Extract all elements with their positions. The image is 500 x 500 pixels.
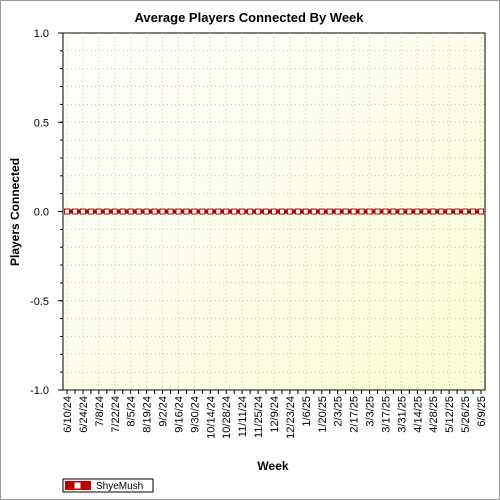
data-point: [143, 208, 150, 215]
x-tick-label: 12/9/24: [269, 396, 281, 433]
data-point: [215, 208, 222, 215]
x-tick-label: 5/26/25: [460, 396, 472, 433]
legend-marker: [73, 481, 82, 490]
data-point: [207, 208, 214, 215]
data-point: [422, 208, 429, 215]
data-point: [119, 208, 126, 215]
x-axis: 6/10/24 6/24/24 7/8/24 7/22/24 8/5/24 8/19/24…: [62, 390, 488, 439]
x-tick-label: 10/28/24: [221, 396, 233, 439]
data-point: [366, 208, 373, 215]
data-point: [247, 208, 254, 215]
x-tick-label: 3/17/25: [380, 396, 392, 433]
x-tick-label: 2/3/25: [333, 396, 345, 427]
data-point: [462, 208, 469, 215]
data-point: [390, 208, 397, 215]
data-point: [478, 208, 484, 215]
data-point: [286, 208, 293, 215]
data-point: [310, 208, 317, 215]
data-point: [430, 208, 437, 215]
y-tick-label: -1.0: [30, 385, 49, 397]
data-point: [406, 208, 413, 215]
data-point: [183, 208, 190, 215]
x-tick-label: 1/20/25: [317, 396, 329, 433]
data-point: [454, 208, 461, 215]
data-point: [350, 208, 357, 215]
x-tick-label: 9/30/24: [189, 396, 201, 433]
data-point: [438, 208, 445, 215]
data-point: [135, 208, 142, 215]
data-point: [64, 208, 70, 215]
data-point: [326, 208, 333, 215]
data-point: [175, 208, 182, 215]
x-tick-label: 9/2/24: [158, 396, 170, 427]
data-point: [334, 208, 341, 215]
data-point: [398, 208, 405, 215]
x-tick-label: 11/25/24: [253, 396, 265, 438]
chart-title: Average Players Connected By Week: [134, 10, 364, 25]
data-point: [374, 208, 381, 215]
x-tick-label: 3/3/25: [365, 396, 377, 427]
series-shyemush: [64, 208, 484, 215]
x-tick-label: 3/31/25: [396, 396, 408, 433]
x-axis-label: Week: [257, 459, 288, 473]
data-point: [318, 208, 325, 215]
data-point: [191, 208, 198, 215]
y-tick-label: 0.5: [34, 117, 49, 129]
x-tick-label: 7/22/24: [110, 396, 122, 433]
x-tick-label: 8/5/24: [126, 396, 138, 427]
data-point: [127, 208, 134, 215]
x-tick-label: 4/28/25: [428, 396, 440, 433]
x-tick-label: 9/16/24: [173, 396, 185, 433]
x-tick-label: 6/10/24: [62, 396, 74, 433]
data-point: [446, 208, 453, 215]
legend-series-name: ShyeMush: [96, 481, 143, 492]
legend: ShyeMush: [62, 478, 154, 493]
data-point: [199, 208, 206, 215]
x-tick-label: 1/6/25: [301, 396, 313, 427]
data-point: [79, 208, 86, 215]
data-point: [294, 208, 301, 215]
x-tick-label: 4/14/25: [412, 396, 424, 433]
data-point: [231, 208, 238, 215]
data-point: [95, 208, 102, 215]
data-point: [111, 208, 118, 215]
y-tick-label: 0.0: [34, 207, 49, 219]
x-tick-label: 8/19/24: [142, 396, 154, 433]
data-point: [263, 208, 269, 215]
data-point: [279, 208, 285, 215]
y-axis-label: Players Connected: [8, 158, 22, 266]
x-tick-label: 2/17/25: [349, 396, 361, 433]
data-point: [72, 208, 78, 215]
data-point: [342, 208, 349, 215]
data-point: [87, 208, 94, 215]
data-point: [151, 208, 158, 215]
x-tick-label: 6/24/24: [78, 396, 90, 433]
data-point: [255, 208, 262, 215]
data-point: [358, 208, 365, 215]
x-tick-label: 7/8/24: [94, 396, 106, 427]
x-tick-label: 6/9/25: [476, 396, 488, 427]
y-tick-label: -0.5: [30, 296, 49, 308]
x-tick-label: 12/23/24: [285, 396, 297, 439]
data-point: [239, 208, 246, 215]
data-point: [302, 208, 309, 215]
data-point: [159, 208, 166, 215]
x-tick-label: 5/12/25: [444, 396, 456, 433]
y-tick-label: 1.0: [34, 28, 49, 40]
data-point: [382, 208, 389, 215]
data-point: [167, 208, 174, 215]
data-point: [103, 208, 110, 215]
y-axis: 1.0 0.5 0.0 -0.5 -1.0: [30, 28, 63, 397]
data-point: [223, 208, 230, 215]
x-tick-label: 10/14/24: [205, 396, 217, 439]
data-point: [414, 208, 421, 215]
data-point: [470, 208, 476, 215]
x-tick-label: 11/11/24: [237, 396, 249, 437]
data-point: [271, 208, 277, 215]
